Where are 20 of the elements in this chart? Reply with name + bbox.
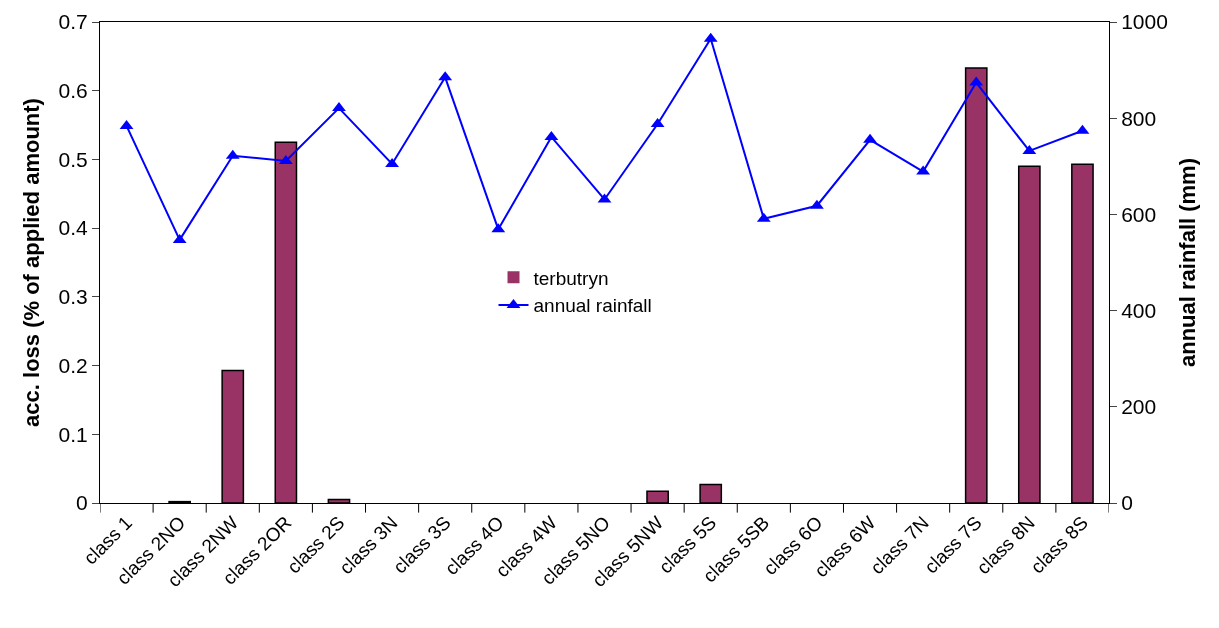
y-tick-label: 0.1 [58, 422, 88, 446]
y-tick-label: 0.2 [58, 353, 88, 377]
y2-tick-label: 400 [1121, 298, 1157, 322]
y-tick-label: 0.5 [58, 147, 88, 171]
y2-tick-label: 1000 [1121, 10, 1168, 34]
y-tick-label: 0.7 [58, 10, 88, 34]
y2-tick-label: 200 [1121, 395, 1157, 419]
y-tick-label: 0.6 [58, 79, 88, 103]
y2-tick-label: 800 [1121, 106, 1157, 130]
y2-tick-label: 600 [1121, 202, 1157, 226]
y-tick-label: 0.3 [58, 285, 88, 309]
y2-tick-label: 0 [1121, 491, 1133, 515]
point [863, 133, 877, 143]
legend-label: terbutryn [533, 267, 609, 289]
legend-label: annual rainfall [533, 295, 652, 317]
y2-axis-title: annual rainfall (mm) [1174, 157, 1200, 368]
point [332, 102, 346, 112]
y-tick-label: 0 [76, 491, 88, 515]
y-tick-label: 0.4 [58, 216, 89, 240]
y-axis-title: acc. loss (% of applied amount) [19, 98, 45, 427]
